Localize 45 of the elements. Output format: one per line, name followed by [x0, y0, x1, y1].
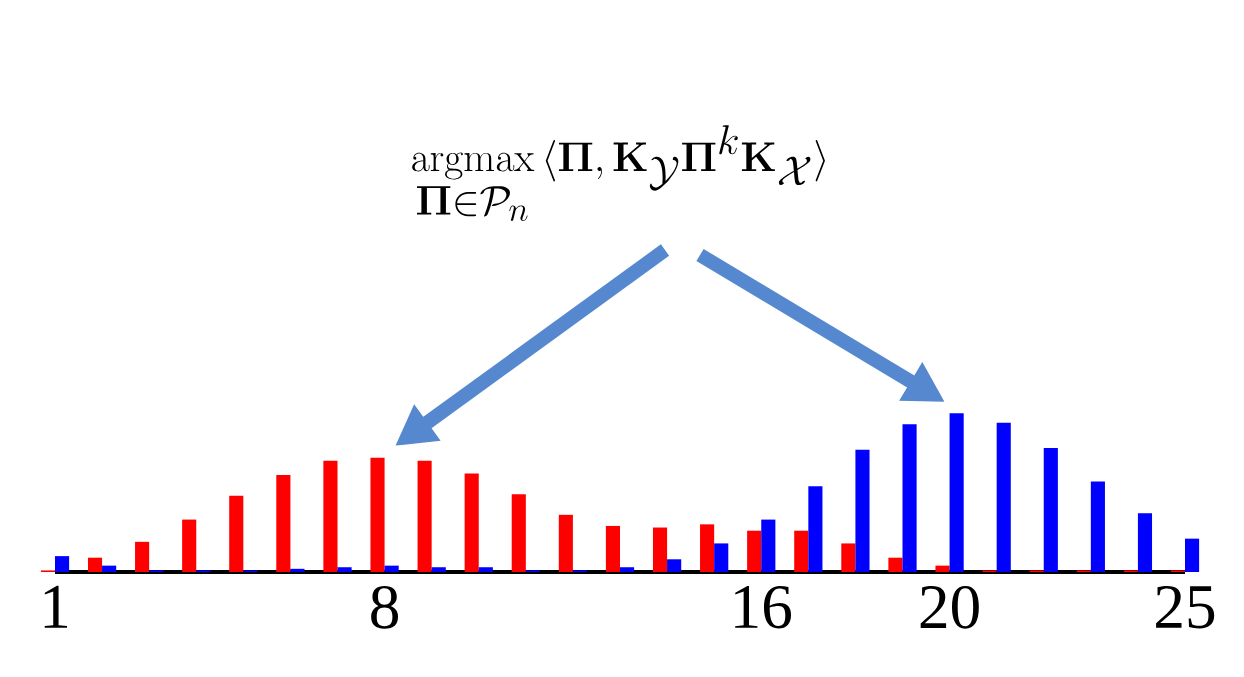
- bar: [87, 557, 103, 572]
- bar: [761, 519, 776, 572]
- bar: [431, 567, 446, 572]
- bar: [229, 495, 244, 572]
- bar: [808, 486, 823, 572]
- bar: [841, 543, 856, 572]
- bar: [949, 413, 964, 572]
- bar: [55, 556, 70, 572]
- bar: [1043, 448, 1058, 572]
- bar: [417, 460, 432, 572]
- bar: [102, 565, 117, 572]
- bar: [855, 449, 870, 572]
- bar: [370, 457, 385, 572]
- x-tick-label: 25: [1156, 585, 1215, 629]
- bar: [620, 567, 635, 572]
- bar: [747, 530, 762, 572]
- x-tick-label: 1: [44, 585, 68, 628]
- x-tick-label: 8: [371, 585, 398, 629]
- bar: [902, 424, 917, 572]
- bar: [323, 460, 338, 572]
- bar: [605, 525, 620, 572]
- chart-title: $\operatorname*{argmax}_{\mathbf{\Pi}\in\mathcal{P}_n}\,\langle\mathbf{\Pi},\mathbf{K}_{\mathcal{Y}}\mathbf{\Pi}^k\mathbf{K}_{\mathcal{X}}\rangle$: [412, 125, 825, 222]
- bar: [794, 530, 809, 572]
- bar: [182, 519, 197, 572]
- bar: [1185, 538, 1200, 572]
- bar: [996, 422, 1011, 572]
- bar: [337, 567, 352, 572]
- bar: [888, 557, 903, 572]
- bar: [511, 494, 526, 572]
- bar: [135, 541, 150, 572]
- bar: [714, 543, 729, 572]
- x-tick-label: 20: [920, 585, 979, 629]
- bar: [1137, 513, 1153, 572]
- bar: [478, 567, 493, 572]
- bar: [464, 473, 479, 572]
- x-tick-label: 16: [735, 585, 792, 629]
- bar: [276, 475, 291, 572]
- bar: [558, 514, 573, 572]
- bar: [290, 568, 305, 572]
- bar: [700, 524, 715, 572]
- bar: [667, 559, 682, 572]
- bar: [652, 527, 668, 572]
- bar: [935, 565, 950, 572]
- bar: [1090, 481, 1105, 572]
- bar: [384, 565, 399, 572]
